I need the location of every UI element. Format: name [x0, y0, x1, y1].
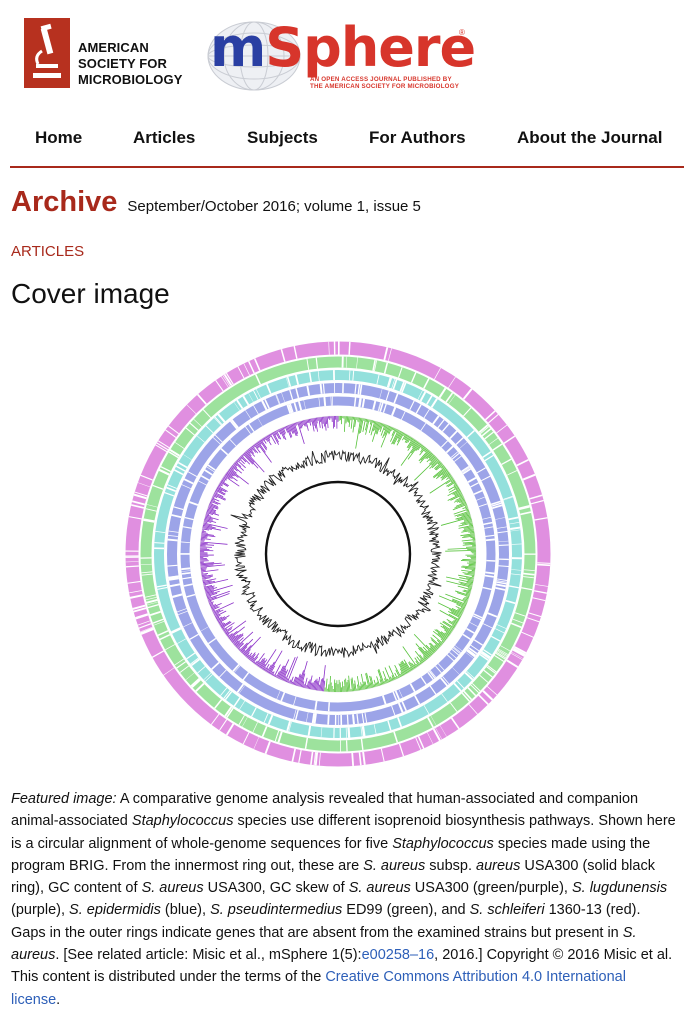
issue-info: September/October 2016; volume 1, issue …	[127, 198, 421, 215]
main-nav: Home Articles Subjects For Authors About…	[10, 122, 684, 168]
nav-for-authors[interactable]: For Authors	[369, 128, 466, 147]
ring-pseudintermedius-inner-gaps	[154, 370, 522, 738]
archive-title: Archive	[11, 186, 118, 218]
msphere-logo[interactable]: mSphere ® AN OPEN ACCESS JOURNAL PUBLISH…	[204, 14, 476, 94]
cover-caption: Featured image: A comparative genome ana…	[11, 791, 676, 1008]
cover-image	[125, 341, 551, 767]
ring-pseudintermedius-inner	[154, 370, 522, 738]
ring-schleiferi-gaps	[125, 341, 551, 767]
journal-wordmark: mSphere	[210, 16, 476, 79]
registered-mark: ®	[459, 28, 465, 37]
reference-ring	[264, 480, 412, 628]
asm-logo[interactable]	[24, 18, 70, 88]
nav-home[interactable]: Home	[35, 128, 83, 147]
nav-about-journal[interactable]: About the Journal	[517, 128, 663, 147]
section-label[interactable]: ARTICLES	[11, 243, 85, 260]
gc-skew-track	[200, 416, 476, 692]
page-title: Cover image	[11, 278, 170, 309]
archive-heading: Archive September/October 2016; volume 1,…	[11, 186, 421, 219]
license-link[interactable]: Creative Commons Attribution 4.0 Interna…	[11, 969, 626, 1008]
site-header: AMERICAN SOCIETY FOR MICROBIOLOGY mSpher…	[0, 0, 684, 110]
ring-epidermidis	[167, 383, 509, 725]
ring-lugdunensis	[180, 396, 496, 712]
ring-pseudintermedius-gaps	[140, 356, 536, 752]
nav-articles[interactable]: Articles	[133, 128, 196, 147]
microscope-icon	[33, 23, 61, 78]
journal-tagline: AN OPEN ACCESS JOURNAL PUBLISHED BY THE …	[310, 76, 460, 90]
ring-lugdunensis-gaps	[180, 396, 496, 712]
ring-epidermidis-gaps	[167, 383, 509, 726]
globe-icon	[207, 21, 301, 91]
asm-name: AMERICAN SOCIETY FOR MICROBIOLOGY	[78, 40, 183, 87]
nav-subjects[interactable]: Subjects	[247, 128, 318, 147]
gc-content-track	[230, 449, 442, 658]
article-link[interactable]: e00258–16	[361, 947, 435, 964]
